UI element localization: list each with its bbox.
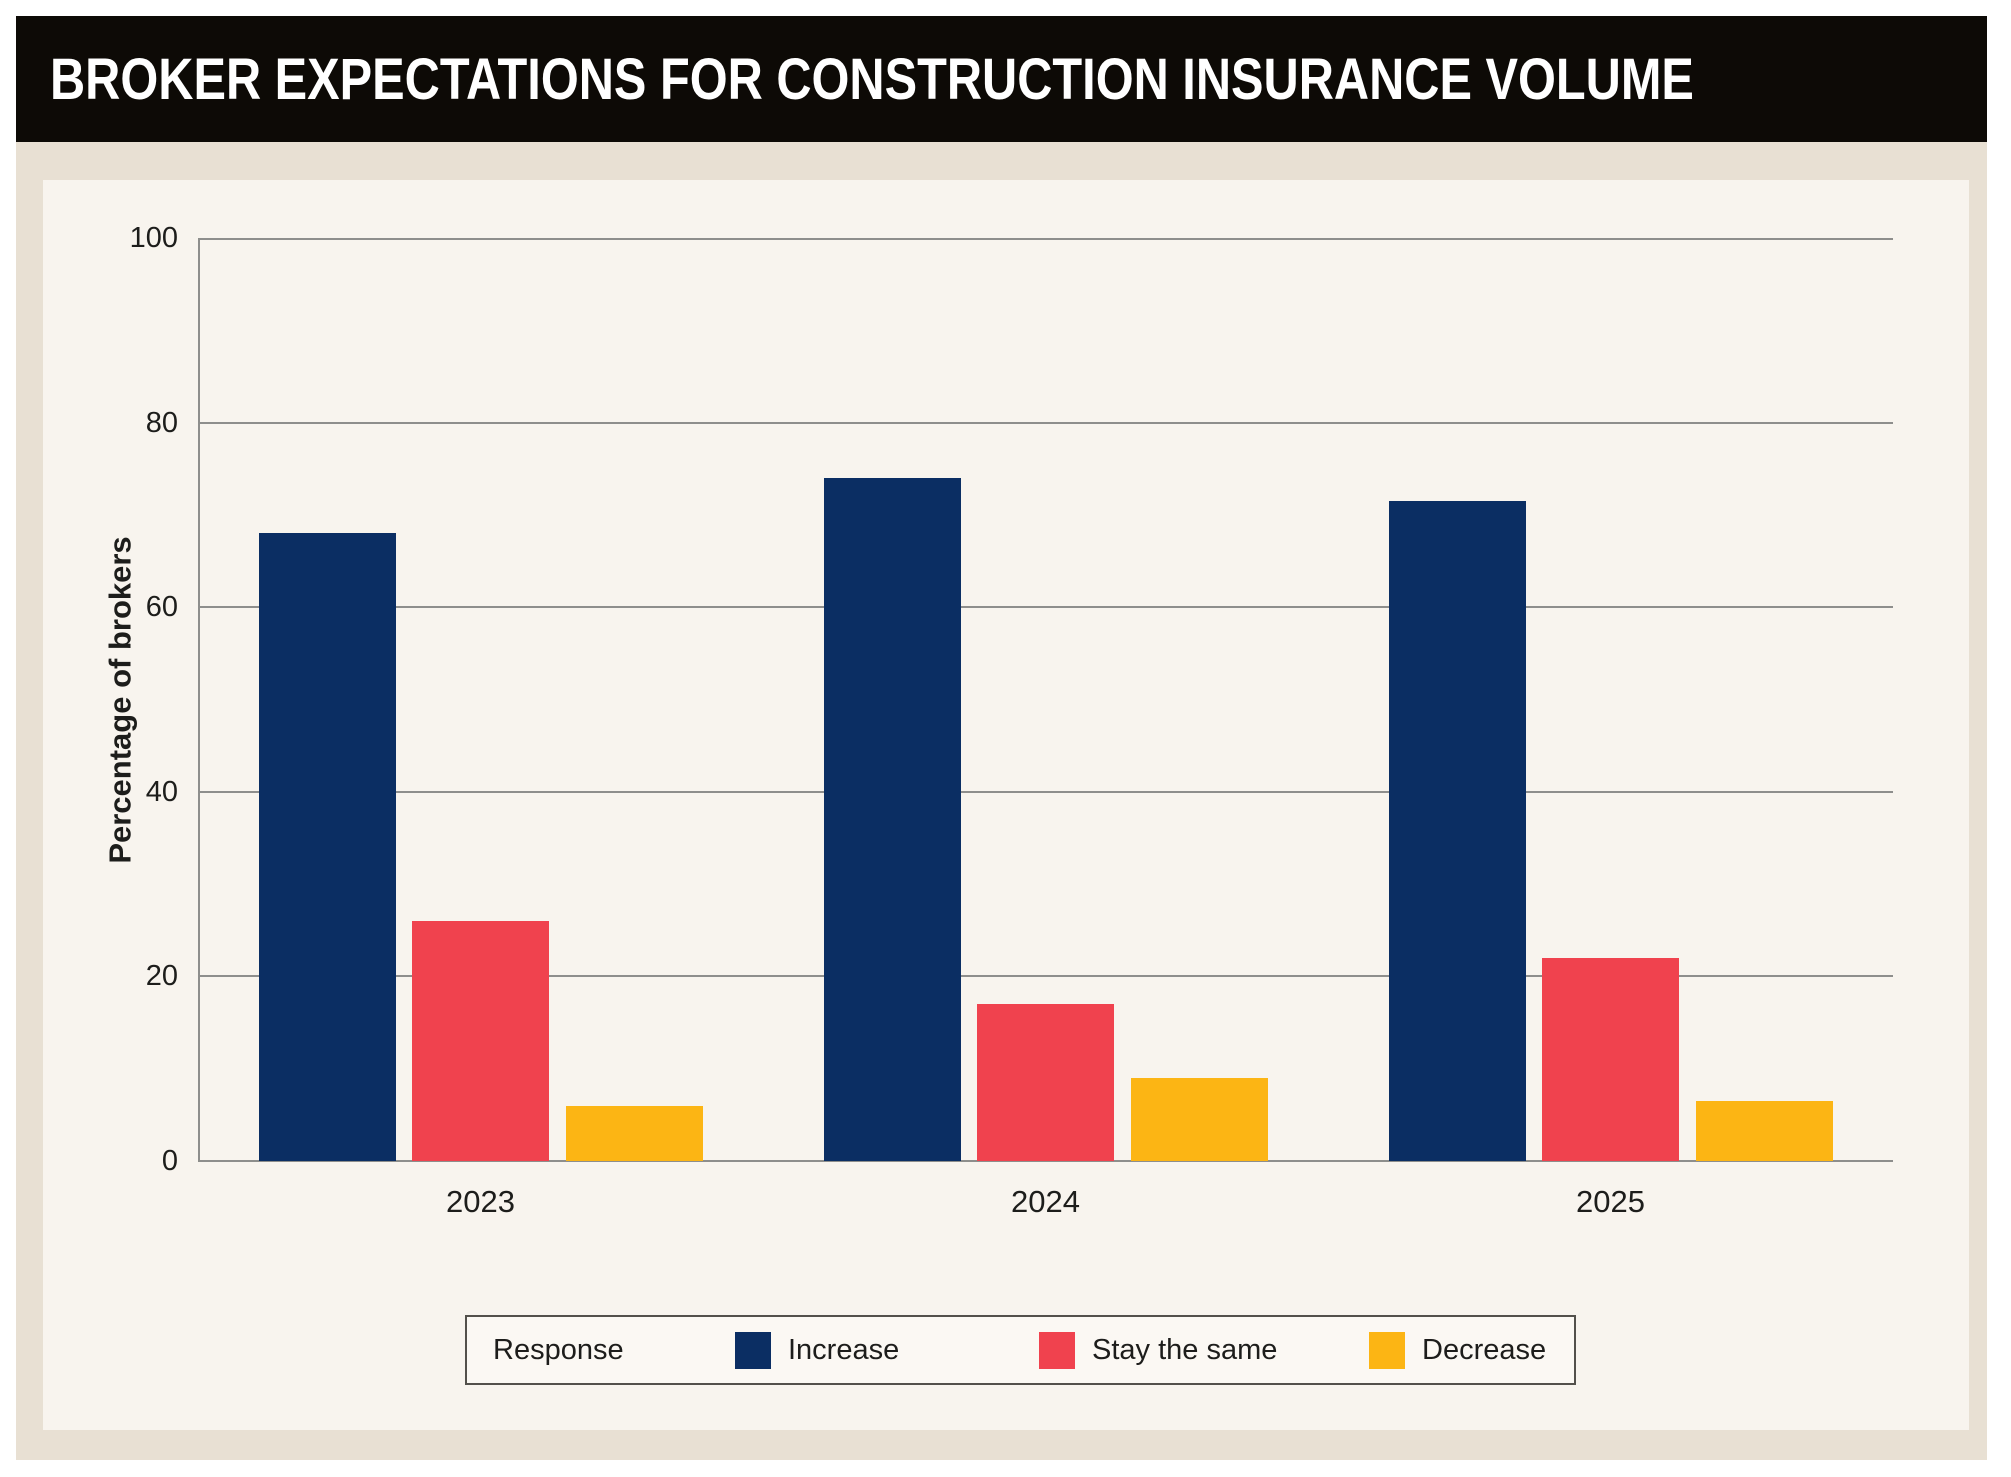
gridline-0 bbox=[198, 1160, 1893, 1162]
chart-background: Percentage of brokers 0 20 40 60 80 100 2023 20… bbox=[16, 142, 1987, 1460]
plot-area: 0 20 40 60 80 100 2023 2024 2025 bbox=[130, 222, 1893, 1219]
bar-stay-the-same-2025 bbox=[1542, 957, 1679, 1161]
bar-stay-the-same-2024 bbox=[977, 1004, 1114, 1161]
bar-increase-2024 bbox=[823, 477, 961, 1161]
gridline-100 bbox=[198, 238, 1893, 240]
y-tick-label-60: 60 bbox=[145, 591, 178, 624]
gridline-60 bbox=[198, 606, 1893, 609]
title-bar: BROKER EXPECTATIONS FOR CONSTRUCTION INS… bbox=[16, 16, 1987, 142]
gridline-20 bbox=[198, 975, 1893, 978]
legend-item-stay-the-same: Stay the same bbox=[1039, 1317, 1277, 1383]
x-tick-label-2025: 2025 bbox=[1576, 1184, 1645, 1219]
legend-label-stay-the-same: Stay the same bbox=[1092, 1333, 1278, 1366]
y-tick-label-100: 100 bbox=[129, 222, 178, 254]
y-axis-label: Percentage of brokers bbox=[103, 535, 139, 864]
y-tick-label-0: 0 bbox=[161, 1145, 178, 1177]
bar-stay-the-same-2023 bbox=[412, 921, 549, 1161]
legend-swatch-decrease bbox=[1369, 1331, 1405, 1369]
x-tick-label-2023: 2023 bbox=[446, 1184, 515, 1219]
y-axis-line bbox=[198, 238, 200, 1161]
legend-swatch-stay-the-same bbox=[1039, 1331, 1075, 1369]
bar-decrease-2024 bbox=[1130, 1077, 1268, 1161]
gridline-80 bbox=[198, 421, 1893, 424]
legend-item-decrease: Decrease bbox=[1369, 1317, 1546, 1383]
bar-decrease-2025 bbox=[1695, 1101, 1833, 1161]
chart-panel: Percentage of brokers 0 20 40 60 80 100 2023 20… bbox=[43, 180, 1969, 1430]
legend-swatch-increase bbox=[735, 1331, 771, 1369]
legend-item-increase: Increase bbox=[735, 1317, 899, 1383]
gridline-40 bbox=[198, 790, 1893, 793]
page-title: BROKER EXPECTATIONS FOR CONSTRUCTION INS… bbox=[50, 46, 1694, 112]
bar-increase-2025 bbox=[1388, 501, 1526, 1161]
bar-decrease-2023 bbox=[565, 1105, 703, 1161]
y-tick-label-40: 40 bbox=[145, 775, 178, 808]
legend-label-increase: Increase bbox=[788, 1333, 900, 1366]
legend-label-decrease: Decrease bbox=[1422, 1333, 1547, 1366]
legend-title: Response bbox=[493, 1333, 624, 1366]
bar-increase-2023 bbox=[258, 533, 396, 1161]
x-tick-label-2024: 2024 bbox=[1011, 1184, 1080, 1219]
y-tick-label-20: 20 bbox=[145, 960, 178, 993]
y-tick-label-80: 80 bbox=[145, 406, 178, 439]
y-axis-label-wrap: Percentage of brokers bbox=[61, 238, 181, 1161]
legend-box: Response Increase Stay the same Decrease bbox=[465, 1315, 1576, 1385]
